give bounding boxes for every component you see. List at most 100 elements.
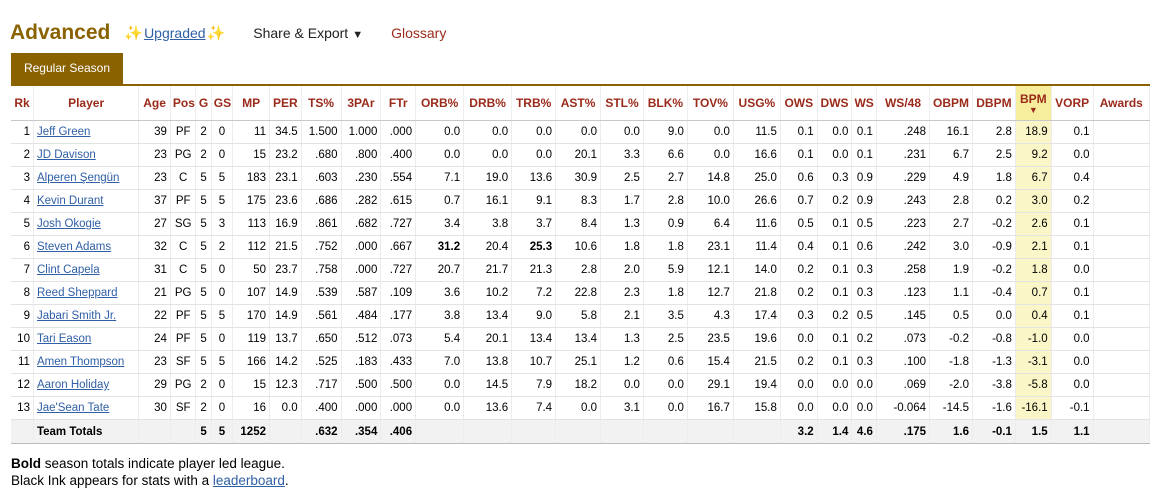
cell-stl: 0.0 <box>600 373 644 397</box>
column-header-mp[interactable]: MP <box>232 86 270 121</box>
column-header-blk[interactable]: BLK% <box>643 86 688 121</box>
caret-down-icon: ▼ <box>352 29 364 41</box>
column-header-pos[interactable]: Pos <box>170 86 197 121</box>
player-link[interactable]: Jabari Smith Jr. <box>36 310 117 322</box>
upgraded-link[interactable]: Upgraded <box>144 25 206 41</box>
column-header-ws-48[interactable]: WS/48 <box>876 86 931 121</box>
column-header-dbpm[interactable]: DBPM <box>972 86 1016 121</box>
cell-rk: 4 <box>11 189 34 213</box>
column-header-awards[interactable]: Awards <box>1093 86 1151 121</box>
column-header-g[interactable]: G <box>195 86 212 121</box>
player-link[interactable]: Amen Thompson <box>36 356 125 368</box>
player-link[interactable]: Tari Eason <box>36 333 92 345</box>
cell-age: 23 <box>138 143 171 167</box>
column-header-dws[interactable]: DWS <box>817 86 853 121</box>
cell-rk <box>11 419 34 444</box>
page-title: Advanced <box>10 21 111 44</box>
cell-ows: 0.2 <box>780 350 818 374</box>
cell-stl: 3.3 <box>600 143 644 167</box>
tab-regular-season[interactable]: Regular Season <box>11 53 123 84</box>
player-link[interactable]: Alperen Şengün <box>36 172 120 184</box>
cell-tov: 10.0 <box>687 189 734 213</box>
glossary-link[interactable]: Glossary <box>391 25 447 41</box>
cell-3par: .000 <box>341 396 382 420</box>
player-link[interactable]: Aaron Holiday <box>36 379 110 391</box>
cell-ts: .603 <box>301 166 342 190</box>
bpm-label: BPM <box>1019 92 1047 106</box>
share-export-menu[interactable]: Share & Export ▼ <box>253 25 363 41</box>
cell-trb: 21.3 <box>511 258 557 282</box>
player-link[interactable]: Clint Capela <box>36 264 100 276</box>
column-header-orb[interactable]: ORB% <box>415 86 465 121</box>
column-header-3par[interactable]: 3PAr <box>341 86 382 121</box>
cell-tov: 4.3 <box>687 304 734 328</box>
player-link[interactable]: Josh Okogie <box>36 218 101 230</box>
column-header-ts[interactable]: TS% <box>301 86 342 121</box>
column-header-gs[interactable]: GS <box>211 86 234 121</box>
cell-ftr: .400 <box>380 143 417 167</box>
column-header-tov[interactable]: TOV% <box>687 86 734 121</box>
column-header-drb[interactable]: DRB% <box>463 86 513 121</box>
cell-obpm: 1.9 <box>929 258 973 282</box>
column-header-vorp[interactable]: VORP <box>1051 86 1094 121</box>
cell-3par: .682 <box>341 212 382 236</box>
cell-age: 37 <box>138 189 171 213</box>
column-header-obpm[interactable]: OBPM <box>929 86 973 121</box>
cell-bpm: -5.8 <box>1015 373 1052 397</box>
column-header-ast[interactable]: AST% <box>555 86 602 121</box>
cell-mp: 15 <box>232 143 270 167</box>
column-header-bpm[interactable]: BPM ▼ <box>1015 86 1052 121</box>
player-link[interactable]: Steven Adams <box>36 241 112 253</box>
cell-ast: 13.4 <box>555 327 602 351</box>
cell-usg: 16.6 <box>733 143 781 167</box>
column-header-per[interactable]: PER <box>269 86 302 121</box>
cell-per: 14.9 <box>269 281 302 305</box>
cell-ows: 0.0 <box>780 373 818 397</box>
leaderboard-link[interactable]: leaderboard <box>212 473 285 488</box>
cell-ast: 18.2 <box>555 373 602 397</box>
cell-obpm: 6.7 <box>929 143 973 167</box>
bold-note: Bold season totals indicate player led l… <box>11 456 285 471</box>
cell-rk: 6 <box>11 235 34 259</box>
column-header-trb[interactable]: TRB% <box>511 86 557 121</box>
cell-trb: 7.9 <box>511 373 557 397</box>
player-link[interactable]: Jeff Green <box>36 126 91 138</box>
cell-age: 31 <box>138 258 171 282</box>
cell-stl: 1.8 <box>600 235 644 259</box>
cell-vorp: 0.0 <box>1051 327 1094 351</box>
cell-dbpm: 0.0 <box>972 304 1016 328</box>
column-header-usg[interactable]: USG% <box>733 86 781 121</box>
cell-ts: .680 <box>301 143 342 167</box>
cell-awards <box>1093 189 1151 213</box>
cell-gs: 0 <box>211 396 234 420</box>
player-link[interactable]: Reed Sheppard <box>36 287 118 299</box>
cell-blk: 0.0 <box>643 373 688 397</box>
column-header-player[interactable]: Player <box>33 86 140 121</box>
cell-vorp: 0.1 <box>1051 120 1094 144</box>
column-header-ws[interactable]: WS <box>851 86 877 121</box>
cell-ts: .561 <box>301 304 342 328</box>
cell-ws-48: .242 <box>876 235 931 259</box>
cell-obpm: 3.0 <box>929 235 973 259</box>
cell-mp: 113 <box>232 212 270 236</box>
cell-dws: 0.2 <box>817 304 853 328</box>
player-link[interactable]: Jae'Sean Tate <box>36 402 110 414</box>
cell-dws: 0.1 <box>817 327 853 351</box>
cell-dbpm: -1.6 <box>972 396 1016 420</box>
column-header-age[interactable]: Age <box>138 86 171 121</box>
cell-ows: 0.6 <box>780 166 818 190</box>
column-header-stl[interactable]: STL% <box>600 86 644 121</box>
cell-vorp: 0.1 <box>1051 212 1094 236</box>
cell-drb: 21.7 <box>463 258 513 282</box>
cell-ast: 8.4 <box>555 212 602 236</box>
column-header-ftr[interactable]: FTr <box>380 86 417 121</box>
cell-orb: 0.0 <box>415 373 465 397</box>
player-link[interactable]: Kevin Durant <box>36 195 104 207</box>
player-link[interactable]: JD Davison <box>36 149 96 161</box>
cell-gs: 0 <box>211 258 234 282</box>
column-header-ows[interactable]: OWS <box>780 86 818 121</box>
cell-gs: 2 <box>211 235 234 259</box>
column-header-rk[interactable]: Rk <box>11 86 34 121</box>
upgraded-badge[interactable]: ✨ Upgraded ✨ <box>124 24 225 42</box>
cell-vorp: -0.1 <box>1051 396 1094 420</box>
